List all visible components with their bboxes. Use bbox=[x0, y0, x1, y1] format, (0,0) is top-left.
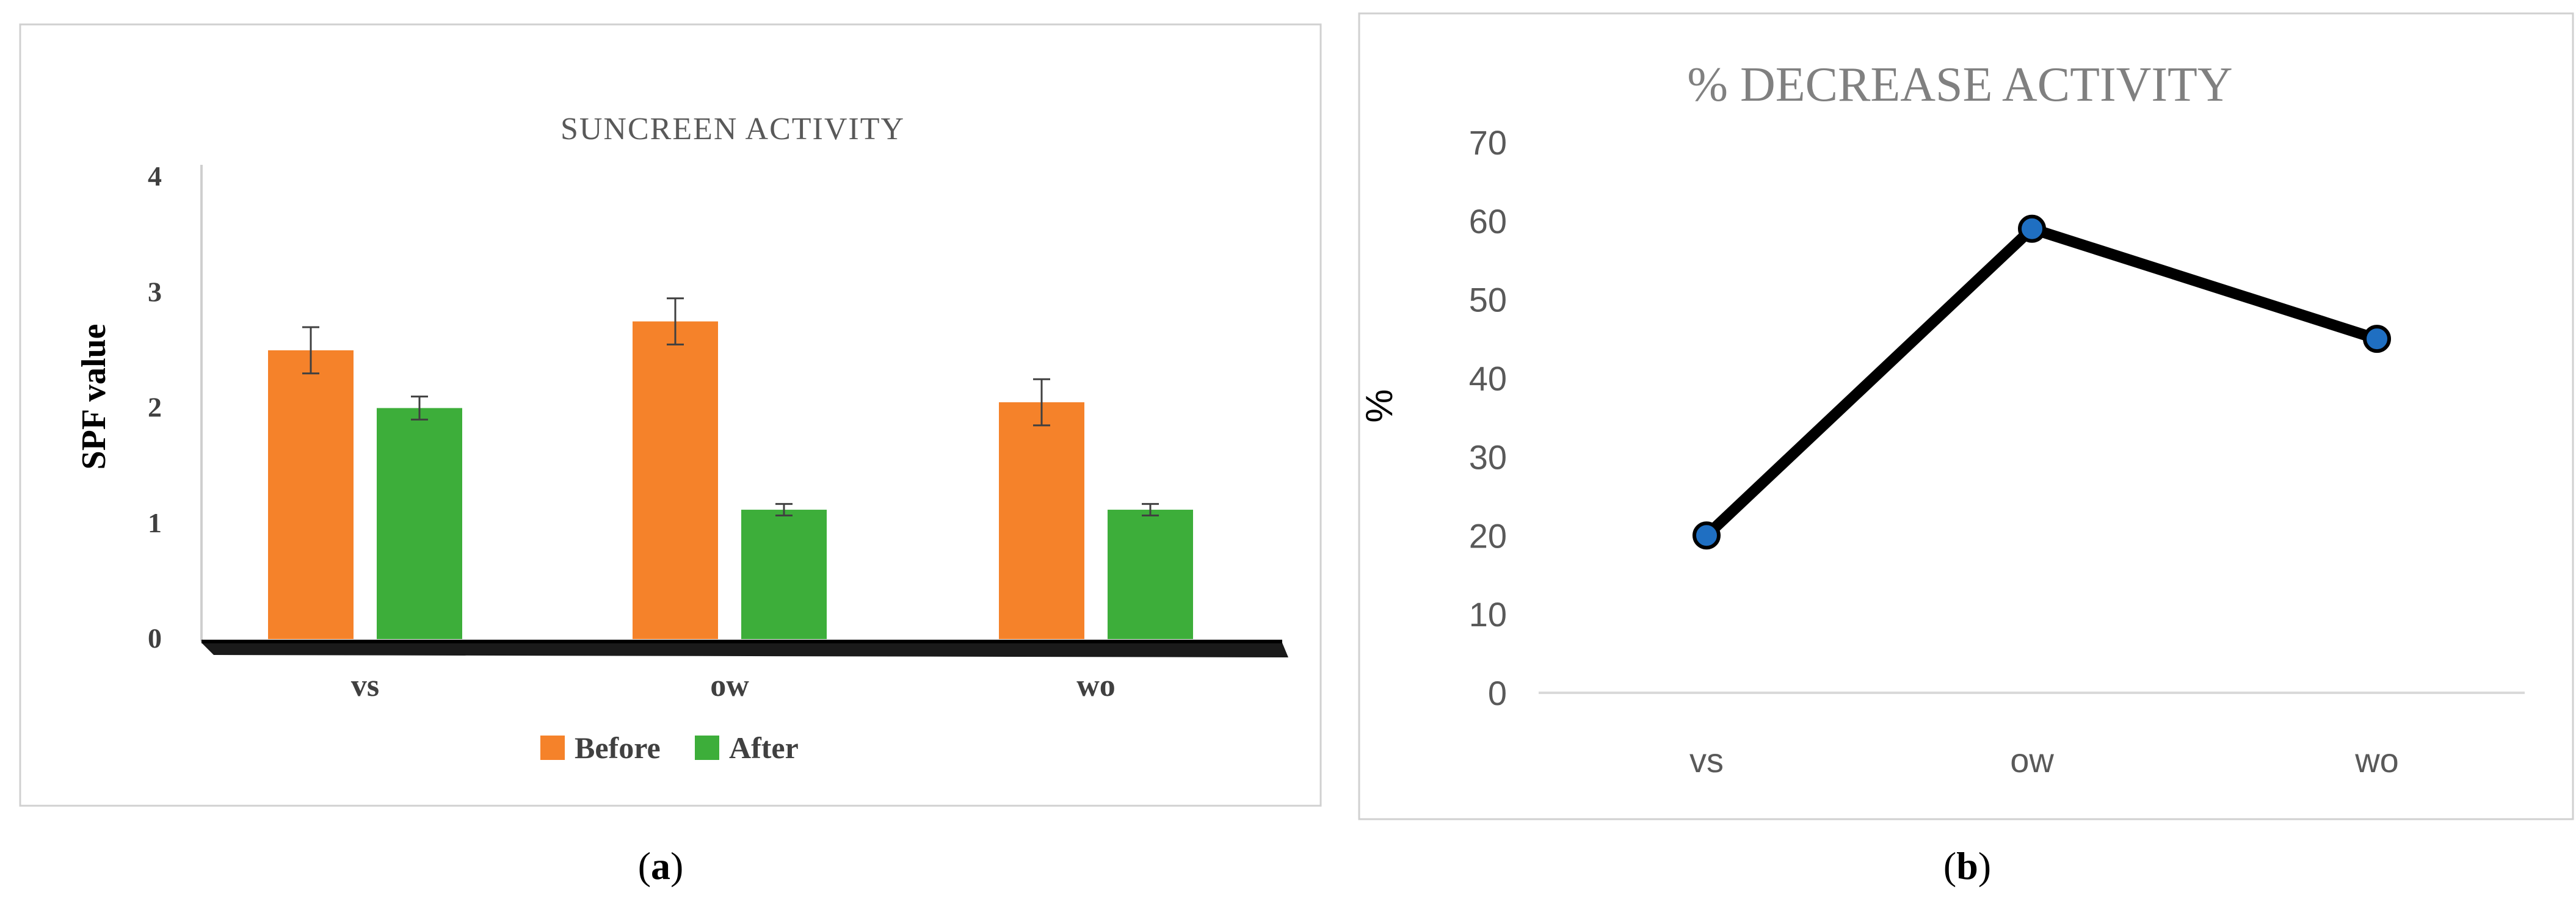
panel-a-caption: (a) bbox=[638, 844, 684, 888]
bar-after-wo bbox=[1108, 510, 1193, 639]
chart-b-ylabel: % bbox=[1359, 389, 1401, 422]
chart-b-x-ticks: vs ow wo bbox=[1689, 741, 2399, 779]
bar-after-ow bbox=[741, 510, 827, 639]
bar-after-vs bbox=[377, 408, 462, 639]
chart-a-legend: Before After bbox=[540, 731, 799, 765]
legend-swatch-before bbox=[540, 736, 565, 760]
data-point-ow bbox=[2018, 214, 2046, 243]
chart-b-series bbox=[1693, 214, 2391, 550]
y-tick-label: 3 bbox=[148, 276, 162, 307]
chart-a-axes bbox=[200, 165, 1288, 657]
data-point-vs bbox=[1693, 521, 1721, 550]
x-tick-label-wo: wo bbox=[1076, 668, 1116, 703]
panel-b-caption: (b) bbox=[1943, 844, 1991, 888]
chart-a-y-ticks: 0 1 2 3 4 bbox=[148, 161, 162, 654]
y-tick-label: 40 bbox=[1469, 360, 1507, 398]
x-tick-label-ow: ow bbox=[2010, 741, 2054, 779]
bar-before-wo bbox=[999, 402, 1084, 639]
x-tick-label-ow: ow bbox=[710, 668, 749, 703]
data-point-wo bbox=[2363, 325, 2391, 353]
y-tick-label: 60 bbox=[1469, 202, 1507, 240]
bar-before-ow bbox=[633, 321, 718, 639]
x-tick-label-vs: vs bbox=[351, 668, 379, 703]
x-tick-label-wo: wo bbox=[2354, 741, 2399, 779]
y-tick-label: 1 bbox=[148, 507, 162, 538]
x-tick-label-vs: vs bbox=[1689, 741, 1724, 779]
chart-a-ylabel: SPF value bbox=[75, 324, 113, 469]
chart-b-frame bbox=[1358, 12, 2574, 820]
chart-a-x-ticks: vs ow wo bbox=[351, 668, 1116, 703]
y-tick-label: 0 bbox=[1488, 674, 1507, 712]
y-tick-label: 70 bbox=[1469, 123, 1507, 162]
legend-swatch-after bbox=[695, 736, 719, 760]
chart-b-title: % DECREASE ACTIVITY bbox=[1687, 58, 2232, 112]
x-axis-shadow bbox=[201, 643, 1288, 657]
legend-label-before: Before bbox=[575, 731, 661, 765]
chart-a-title: SUNCREEN ACTIVITY bbox=[561, 112, 905, 146]
y-tick-label: 50 bbox=[1469, 281, 1507, 319]
legend-label-after: After bbox=[729, 731, 799, 765]
y-tick-label: 20 bbox=[1469, 516, 1507, 555]
bar-chart-svg: SUNCREEN ACTIVITY SPF value 0 1 2 3 4 vs ow wo… bbox=[19, 23, 1322, 888]
bar-before-vs bbox=[268, 350, 354, 639]
panel-a: SUNCREEN ACTIVITY SPF value 0 1 2 3 4 vs ow wo… bbox=[19, 23, 1322, 888]
y-tick-label: 30 bbox=[1469, 438, 1507, 476]
chart-a-bars bbox=[268, 297, 1193, 639]
chart-b-y-ticks: 0 10 20 30 40 50 60 70 bbox=[1469, 123, 1507, 712]
y-tick-label: 0 bbox=[148, 623, 162, 654]
line-chart-svg: % DECREASE ACTIVITY % 0 10 20 30 40 50 60 70 vs… bbox=[1358, 12, 2574, 888]
panel-b: % DECREASE ACTIVITY % 0 10 20 30 40 50 60 70 vs… bbox=[1337, 0, 2576, 901]
y-tick-label: 10 bbox=[1469, 595, 1507, 634]
y-tick-label: 4 bbox=[148, 161, 162, 192]
y-tick-label: 2 bbox=[148, 392, 162, 423]
